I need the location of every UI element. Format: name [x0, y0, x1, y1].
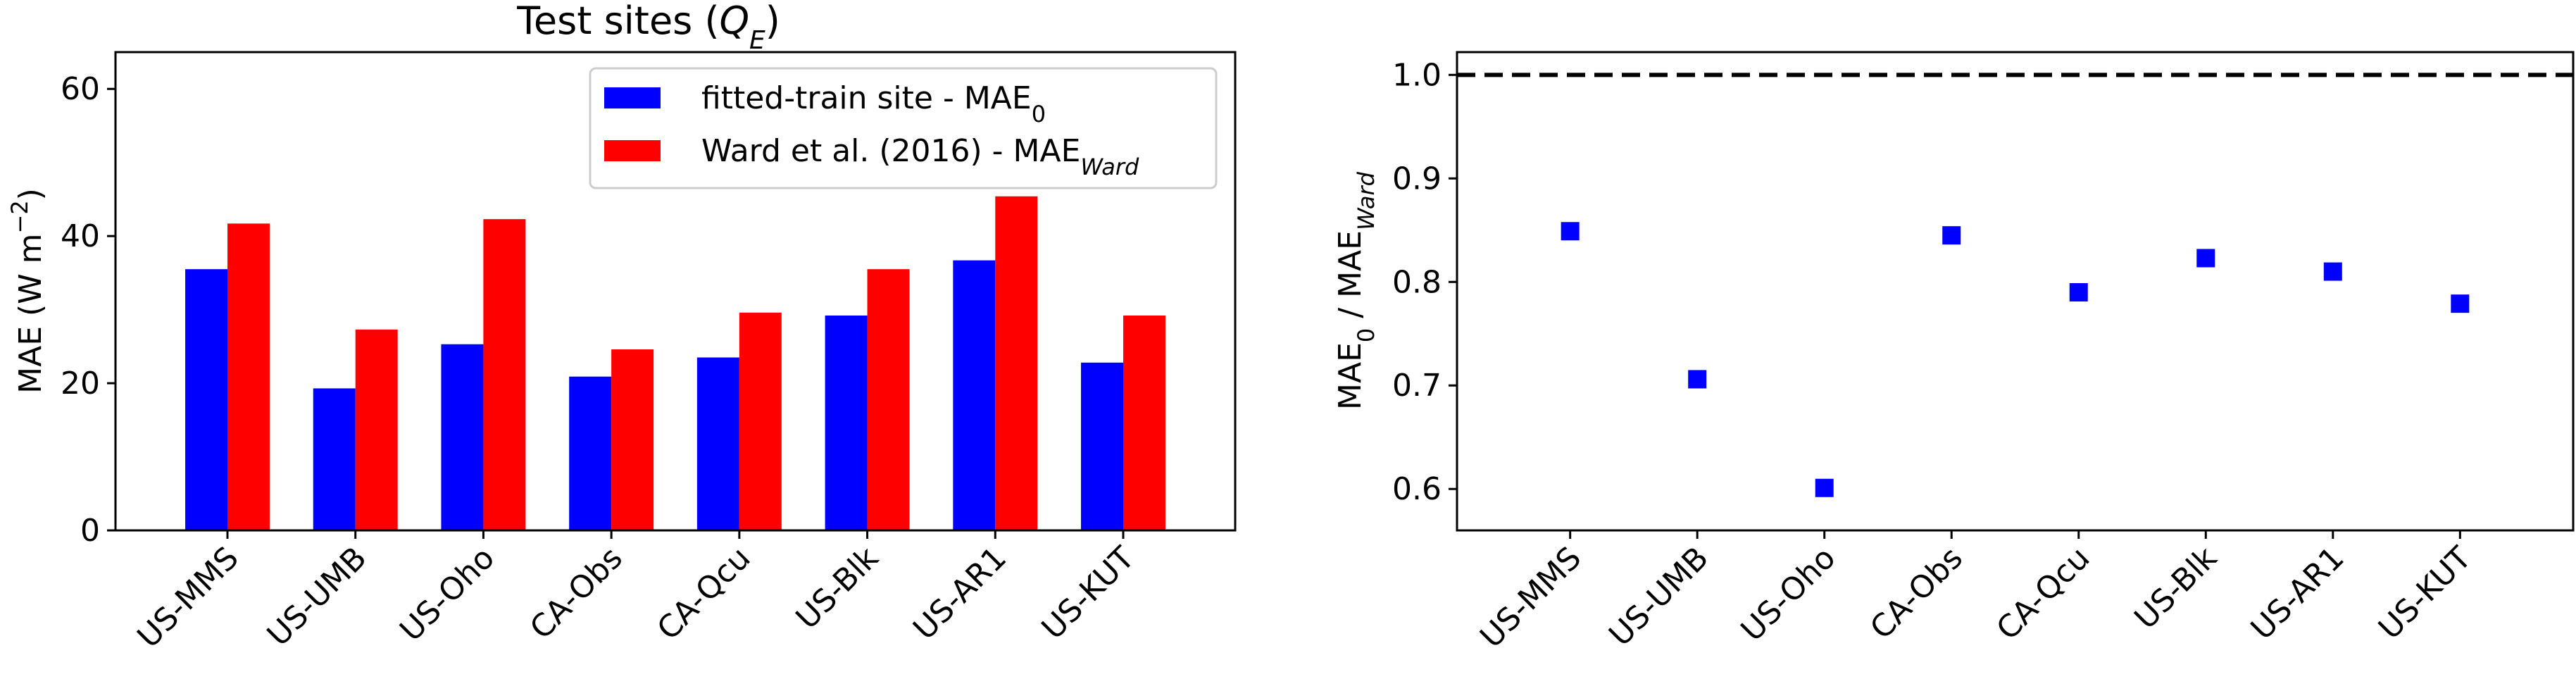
bar-mae0-us-ar1	[953, 260, 996, 530]
right-y-tick-label: 0.9	[1392, 161, 1442, 197]
right-markers-group	[1561, 222, 2470, 497]
left-x-tick-label-us-oho: US-Oho	[393, 540, 501, 649]
left-y-tick-label: 0	[80, 513, 100, 549]
left-x-tick-label-us-umb: US-UMB	[261, 540, 374, 654]
marker-ca-obs	[1942, 226, 1961, 245]
marker-ca-qcu	[2069, 282, 2088, 301]
legend-label-maeward: Ward et al. (2016) - MAEWard	[701, 133, 1139, 180]
left-bars-group	[185, 196, 1165, 530]
bar-maeward-us-ar1	[995, 196, 1038, 530]
bar-mae0-us-mms	[185, 269, 227, 530]
bar-maeward-us-oho	[483, 219, 526, 530]
left-x-ticks: US-MMS US-UMB US-Oho CA-Obs CA-Qcu US-Blk US-A…	[131, 530, 1142, 655]
left-legend: fitted-train site - MAE0 Ward et al. (20…	[589, 67, 1218, 189]
left-y-axis-label: MAE (W m−2)	[6, 188, 49, 394]
marker-us-mms	[1561, 222, 1580, 241]
left-y-tick-label: 40	[61, 218, 100, 254]
right-x-tick-label-ca-obs: CA-Obs	[1863, 540, 1970, 647]
left-x-tick-label-us-blk: US-Blk	[789, 540, 886, 636]
marker-us-kut	[2451, 294, 2470, 313]
right-y-tick-label: 0.7	[1392, 368, 1442, 404]
left-y-tick-label: 60	[61, 71, 100, 107]
right-y-tick-label: 0.8	[1392, 264, 1442, 300]
right-y-tick-label: 0.6	[1392, 471, 1442, 507]
left-chart-panel: Test sites (QE) 0 20 40 60 US-MMS US-UMB US-O…	[6, 0, 1237, 655]
marker-us-ar1	[2323, 262, 2342, 281]
bar-mae0-us-kut	[1081, 362, 1123, 530]
bar-mae0-us-oho	[441, 344, 484, 530]
right-x-ticks: US-MMS US-UMB US-Oho CA-Obs CA-Qcu US-Blk US-A…	[1473, 530, 2478, 655]
legend-swatch-mae0	[604, 87, 661, 108]
bar-mae0-ca-obs	[569, 376, 612, 530]
right-x-tick-label-us-umb: US-UMB	[1602, 540, 1715, 654]
legend-frame	[589, 67, 1218, 189]
right-x-tick-label-us-ar1: US-AR1	[2244, 540, 2351, 647]
left-plot-frame	[114, 51, 1237, 532]
left-x-tick-label-us-ar1: US-AR1	[906, 540, 1013, 647]
right-plot-frame	[1456, 51, 2575, 532]
right-x-tick-label-us-mms: US-MMS	[1473, 540, 1588, 655]
right-chart-panel: 0.6 0.7 0.8 0.9 1.0 US-MMS US-UMB US-Oho CA-Obs…	[1332, 51, 2575, 655]
bar-maeward-ca-obs	[611, 349, 654, 530]
left-chart-title: Test sites (QE)	[516, 0, 780, 55]
marker-us-blk	[2196, 249, 2215, 268]
bar-maeward-us-kut	[1123, 315, 1165, 530]
marker-us-oho	[1815, 478, 1834, 497]
left-y-tick-label: 20	[61, 366, 100, 401]
legend-swatch-maeward	[604, 140, 661, 161]
bar-mae0-us-umb	[313, 388, 356, 530]
bar-maeward-us-umb	[355, 329, 398, 530]
right-y-tick-label: 1.0	[1392, 57, 1442, 93]
bar-maeward-us-mms	[227, 223, 270, 530]
right-x-tick-label-us-oho: US-Oho	[1734, 540, 1843, 649]
legend-label-mae0: fitted-train site - MAE0	[701, 80, 1046, 127]
right-x-tick-label-us-kut: US-KUT	[2372, 540, 2478, 647]
left-y-ticks: 0 20 40 60	[61, 71, 115, 549]
right-x-tick-label-ca-qcu: CA-Qcu	[1989, 540, 2096, 647]
left-x-tick-label-us-mms: US-MMS	[131, 540, 246, 655]
left-x-tick-label-us-kut: US-KUT	[1035, 540, 1142, 647]
right-x-tick-label-us-blk: US-Blk	[2127, 540, 2224, 636]
marker-us-umb	[1688, 370, 1707, 389]
left-x-tick-label-ca-qcu: CA-Qcu	[651, 540, 758, 647]
left-x-tick-label-ca-obs: CA-Obs	[523, 540, 630, 647]
bar-maeward-ca-qcu	[739, 312, 782, 530]
bar-mae0-ca-qcu	[696, 357, 739, 530]
bar-maeward-us-blk	[867, 269, 910, 530]
right-y-ticks: 0.6 0.7 0.8 0.9 1.0	[1392, 57, 1457, 507]
right-y-axis-label: MAE0 / MAEWard	[1332, 171, 1380, 410]
bar-mae0-us-blk	[825, 315, 868, 530]
